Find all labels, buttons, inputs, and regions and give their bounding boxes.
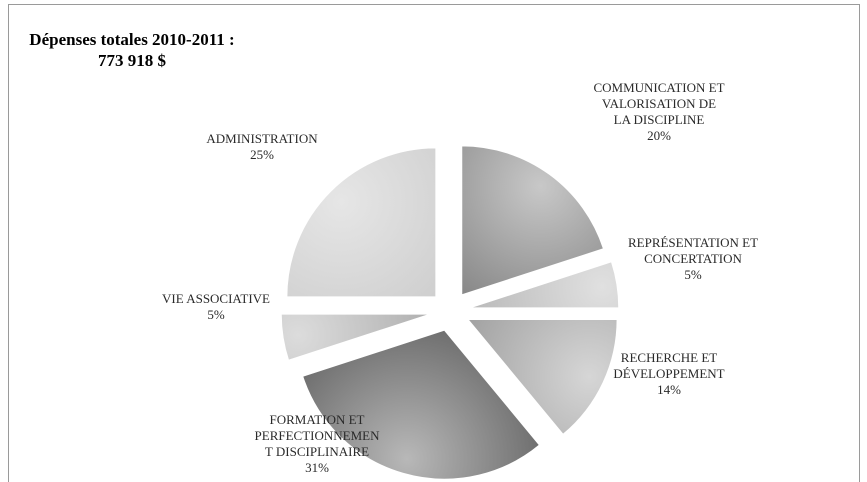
- chart-title: Dépenses totales 2010-2011 : 773 918 $: [27, 29, 237, 71]
- slice-label-line: T DISCIPLINAIRE: [264, 444, 370, 459]
- pie-slice: [286, 147, 437, 298]
- pie-slice: [280, 313, 431, 361]
- pie-chart: [280, 145, 620, 480]
- pie-slice: [461, 145, 605, 296]
- slice-percent-label: 31%: [305, 460, 329, 475]
- slice-label-line: COMMUNICATION ET: [593, 80, 725, 95]
- pie-slices: [280, 145, 620, 480]
- slice-label-line: CONCERTATION: [644, 251, 742, 266]
- slice-label-line: RECHERCHE ET: [620, 350, 718, 365]
- slice-label-line: VALORISATION DE: [601, 96, 717, 111]
- pie-slice: [302, 329, 541, 480]
- slice-label-line: VIE ASSOCIATIVE: [162, 291, 270, 306]
- slice-label: ADMINISTRATION 25%: [206, 131, 317, 163]
- chart-total: 773 918 $: [98, 51, 166, 70]
- slice-percent-label: 14%: [657, 382, 681, 397]
- slice-label-line: FORMATION ET: [269, 412, 365, 427]
- pie-slice: [467, 319, 618, 436]
- slice-percent-label: 20%: [647, 128, 671, 143]
- slice-label: RECHERCHE ET DÉVELOPPEMENT 14%: [613, 350, 724, 398]
- slice-label: COMMUNICATION ET VALORISATION DE LA DISCIP…: [593, 80, 724, 144]
- slice-label-line: LA DISCIPLINE: [613, 112, 705, 127]
- slice-label-line: DÉVELOPPEMENT: [613, 366, 725, 381]
- slice-label: VIE ASSOCIATIVE 5%: [162, 291, 270, 323]
- slice-label-line: REPRÉSENTATION ET: [627, 235, 759, 250]
- pie-slice: [469, 261, 620, 309]
- chart-title-line: Dépenses totales 2010-2011 :: [29, 30, 235, 49]
- slice-label-line: PERFECTIONNEMEN: [254, 428, 380, 443]
- chart-frame: Dépenses totales 2010-2011 : 773 918 $ C…: [8, 4, 860, 482]
- slice-label: REPRÉSENTATION ET CONCERTATION 5%: [628, 235, 758, 283]
- slice-label-line: ADMINISTRATION: [206, 131, 318, 146]
- slice-label: FORMATION ET PERFECTIONNEMEN T DISCIPLINAI…: [255, 412, 380, 476]
- slice-percent-label: 5%: [207, 307, 225, 322]
- slice-percent-label: 5%: [684, 267, 702, 282]
- slice-percent-label: 25%: [250, 147, 274, 162]
